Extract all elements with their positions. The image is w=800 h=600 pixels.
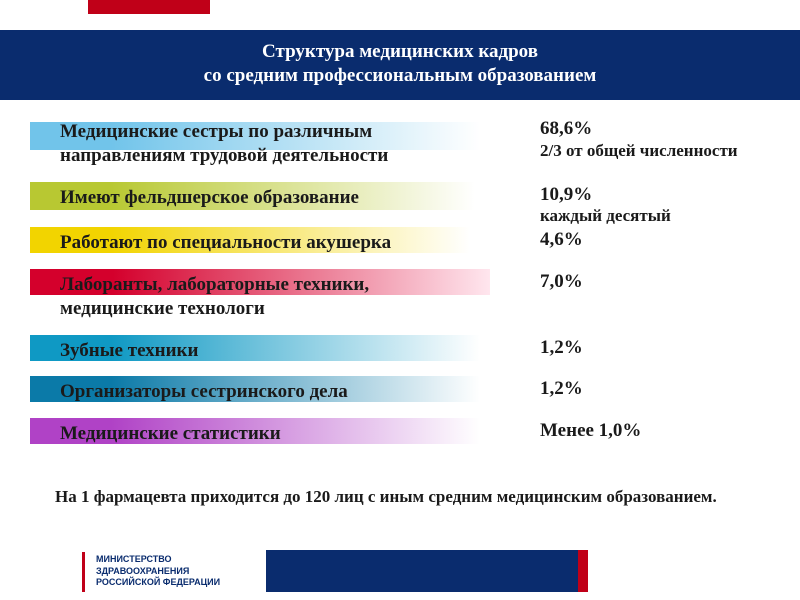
chart-bar-label: Организаторы сестринского дела [30, 376, 470, 408]
chart-value: 7,0% [540, 271, 583, 294]
chart-value-pct: 7,0% [540, 271, 583, 294]
chart-value-pct: Менее 1,0% [540, 420, 641, 443]
chart-bar-label: Зубные техники [30, 335, 470, 367]
chart-value-pct: 10,9% [540, 184, 671, 207]
chart-value: 4,6% [540, 229, 583, 252]
footer-ministry-text: МИНИСТЕРСТВО ЗДРАВООХРАНЕНИЯ РОССИЙСКОЙ … [96, 554, 220, 589]
chart-row: Лаборанты, лабораторные техники, медицин… [30, 269, 770, 325]
chart-value-sub: 2/3 от общей численности [540, 141, 738, 161]
chart-bar-label: Лаборанты, лабораторные техники, медицин… [30, 269, 470, 325]
chart-value-pct: 68,6% [540, 118, 738, 141]
chart-value: 68,6%2/3 от общей численности [540, 118, 738, 161]
footer-navy-block [266, 550, 578, 592]
chart-value-pct: 1,2% [540, 337, 583, 360]
chart-row: Зубные техники 1,2% [30, 335, 770, 367]
title-band: Структура медицинских кадров со средним … [0, 30, 800, 100]
chart-bar-label: Имеют фельдшерское образование [30, 182, 470, 214]
footer-line1: МИНИСТЕРСТВО [96, 554, 172, 564]
title-line2: со средним профессиональным образованием [0, 64, 800, 88]
chart-row: Организаторы сестринского дела 1,2% [30, 376, 770, 408]
chart-bar-label: Медицинские статистики [30, 418, 470, 450]
footer-accent-line [82, 552, 85, 592]
footer-line2: ЗДРАВООХРАНЕНИЯ [96, 566, 189, 576]
top-red-accent [88, 0, 210, 14]
chart-value: 1,2% [540, 378, 583, 401]
chart-row: Имеют фельдшерское образование10,9%кажды… [30, 182, 770, 214]
title-line1: Структура медицинских кадров [0, 40, 800, 64]
chart-value: 10,9%каждый десятый [540, 184, 671, 227]
footer-line3: РОССИЙСКОЙ ФЕДЕРАЦИИ [96, 577, 220, 587]
footer-red-block [578, 550, 588, 592]
chart-value-sub: каждый десятый [540, 206, 671, 226]
footer: МИНИСТЕРСТВО ЗДРАВООХРАНЕНИЯ РОССИЙСКОЙ … [82, 548, 662, 594]
chart-row: Медицинские статистики Менее 1,0% [30, 418, 770, 450]
bottom-note: На 1 фармацевта приходится до 120 лиц с … [55, 486, 745, 508]
chart-row: Медицинские сестры по различным направле… [30, 116, 770, 172]
chart-value-pct: 1,2% [540, 378, 583, 401]
chart-value: Менее 1,0% [540, 420, 641, 443]
chart-row: Работают по специальности акушерка 4,6% [30, 227, 770, 259]
chart-bar-label: Медицинские сестры по различным направле… [30, 116, 470, 172]
chart-rows: Медицинские сестры по различным направле… [30, 116, 770, 460]
chart-bar-label: Работают по специальности акушерка [30, 227, 470, 259]
chart-value-pct: 4,6% [540, 229, 583, 252]
chart-value: 1,2% [540, 337, 583, 360]
